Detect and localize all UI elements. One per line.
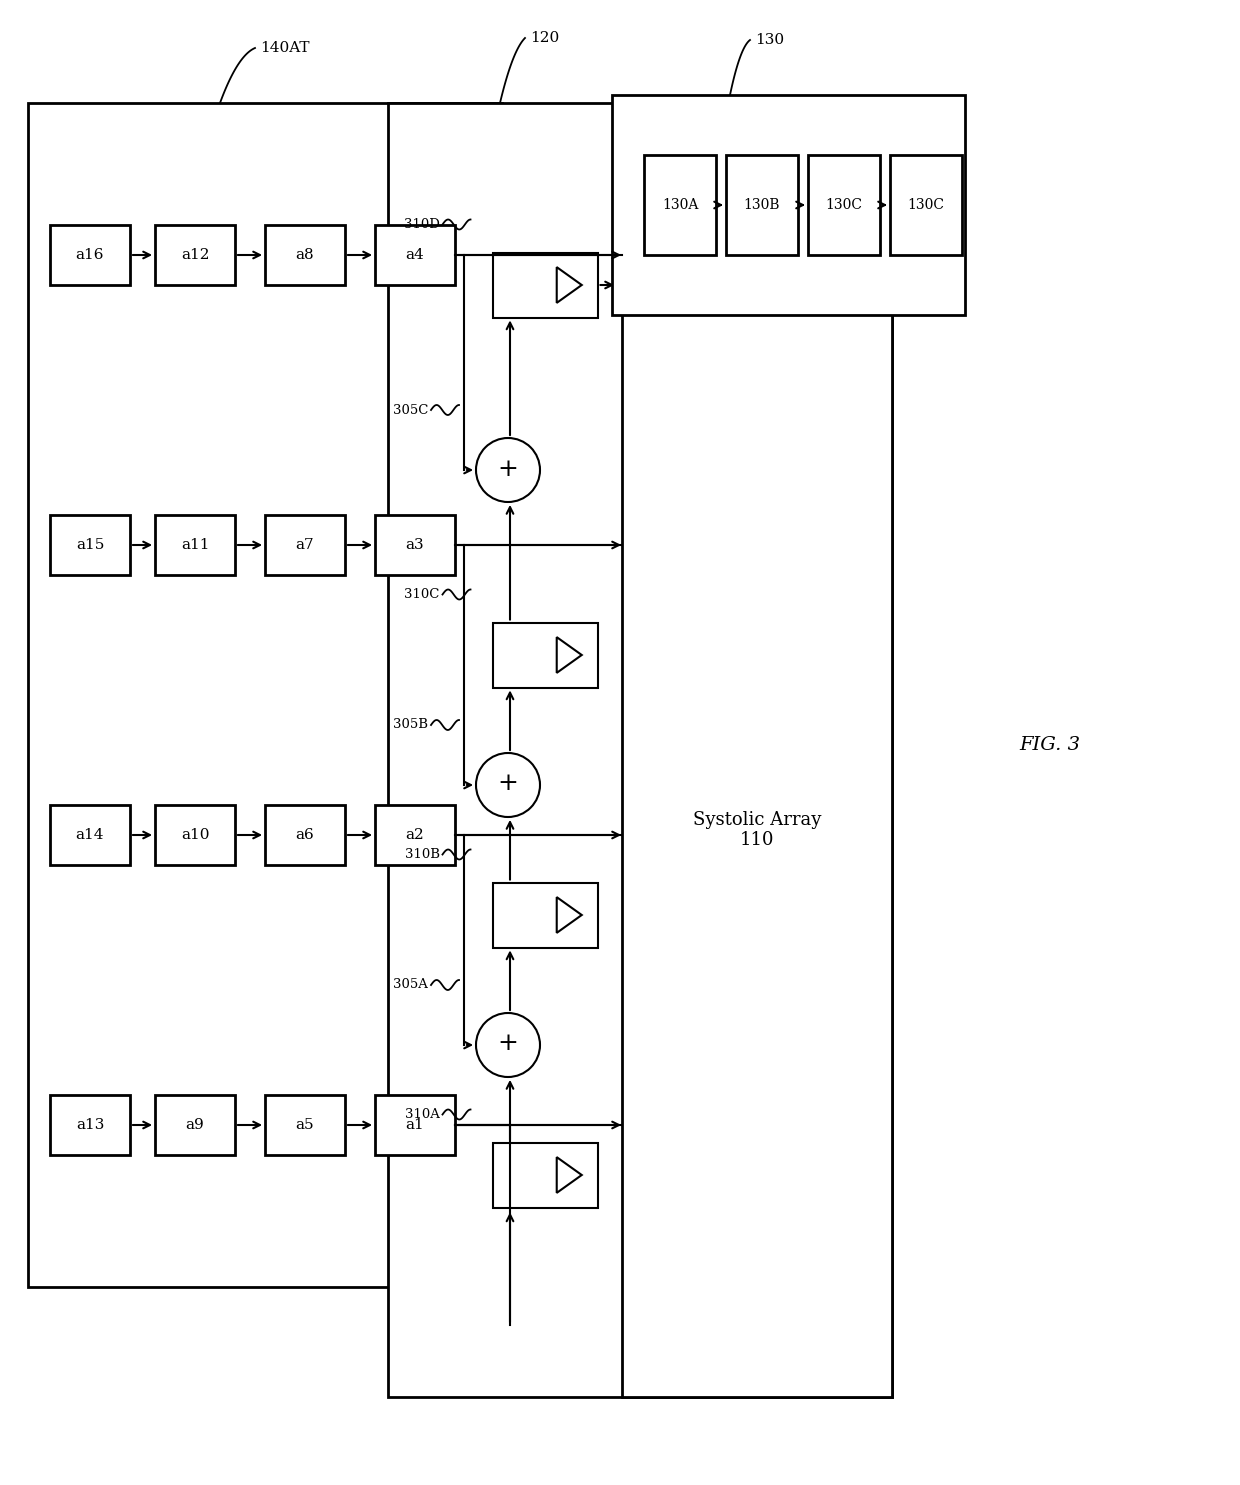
Bar <box>644 154 715 255</box>
Bar <box>50 1094 130 1155</box>
Bar <box>492 1142 598 1207</box>
Bar <box>50 226 130 285</box>
Text: a8: a8 <box>295 248 314 261</box>
Bar <box>29 102 502 1287</box>
Text: +: + <box>497 1032 518 1056</box>
Text: 140AT: 140AT <box>260 42 310 55</box>
Text: 305A: 305A <box>393 979 428 992</box>
Bar <box>492 252 598 318</box>
Bar <box>155 226 236 285</box>
Bar <box>155 1094 236 1155</box>
Text: 310C: 310C <box>404 588 439 601</box>
Text: a9: a9 <box>186 1118 205 1132</box>
Text: 130A: 130A <box>662 198 698 212</box>
Bar <box>890 154 962 255</box>
Text: 310D: 310D <box>404 218 439 232</box>
Text: 305B: 305B <box>393 719 428 732</box>
Polygon shape <box>557 637 582 673</box>
Bar <box>388 102 892 1397</box>
Text: a10: a10 <box>181 829 210 842</box>
Bar <box>492 882 598 947</box>
Bar <box>492 622 598 688</box>
Bar <box>265 1094 345 1155</box>
Text: 310B: 310B <box>404 848 439 861</box>
Bar <box>50 805 130 864</box>
Bar <box>374 1094 455 1155</box>
Bar <box>265 226 345 285</box>
Text: a4: a4 <box>405 248 424 261</box>
Text: 130C: 130C <box>908 198 945 212</box>
Text: a1: a1 <box>405 1118 424 1132</box>
Circle shape <box>476 1013 539 1077</box>
Bar <box>265 805 345 864</box>
Polygon shape <box>557 267 582 303</box>
Bar <box>155 805 236 864</box>
Circle shape <box>476 438 539 502</box>
Polygon shape <box>557 1157 582 1192</box>
Circle shape <box>476 753 539 817</box>
Text: 130: 130 <box>755 33 784 48</box>
Text: a13: a13 <box>76 1118 104 1132</box>
Text: a5: a5 <box>295 1118 314 1132</box>
Text: a12: a12 <box>181 248 210 261</box>
Text: 130B: 130B <box>744 198 780 212</box>
Text: a16: a16 <box>76 248 104 261</box>
Bar <box>725 154 799 255</box>
Text: 130C: 130C <box>826 198 863 212</box>
Text: a14: a14 <box>76 829 104 842</box>
Bar <box>374 805 455 864</box>
Text: a7: a7 <box>295 538 314 552</box>
Bar <box>808 154 880 255</box>
Text: a11: a11 <box>181 538 210 552</box>
Text: +: + <box>497 457 518 481</box>
Text: a6: a6 <box>295 829 315 842</box>
Text: 305C: 305C <box>393 404 428 416</box>
Text: +: + <box>497 772 518 796</box>
Text: 120: 120 <box>529 31 559 45</box>
Text: a15: a15 <box>76 538 104 552</box>
Text: FIG. 3: FIG. 3 <box>1019 737 1080 754</box>
Bar <box>374 226 455 285</box>
Text: 310A: 310A <box>404 1108 439 1121</box>
Text: a3: a3 <box>405 538 424 552</box>
Bar <box>265 515 345 575</box>
Polygon shape <box>557 897 582 933</box>
Bar <box>622 102 892 1397</box>
Bar <box>155 515 236 575</box>
Bar <box>613 95 965 315</box>
Bar <box>50 515 130 575</box>
Text: a2: a2 <box>405 829 424 842</box>
Text: Systolic Array
110: Systolic Array 110 <box>693 811 821 849</box>
Bar <box>374 515 455 575</box>
